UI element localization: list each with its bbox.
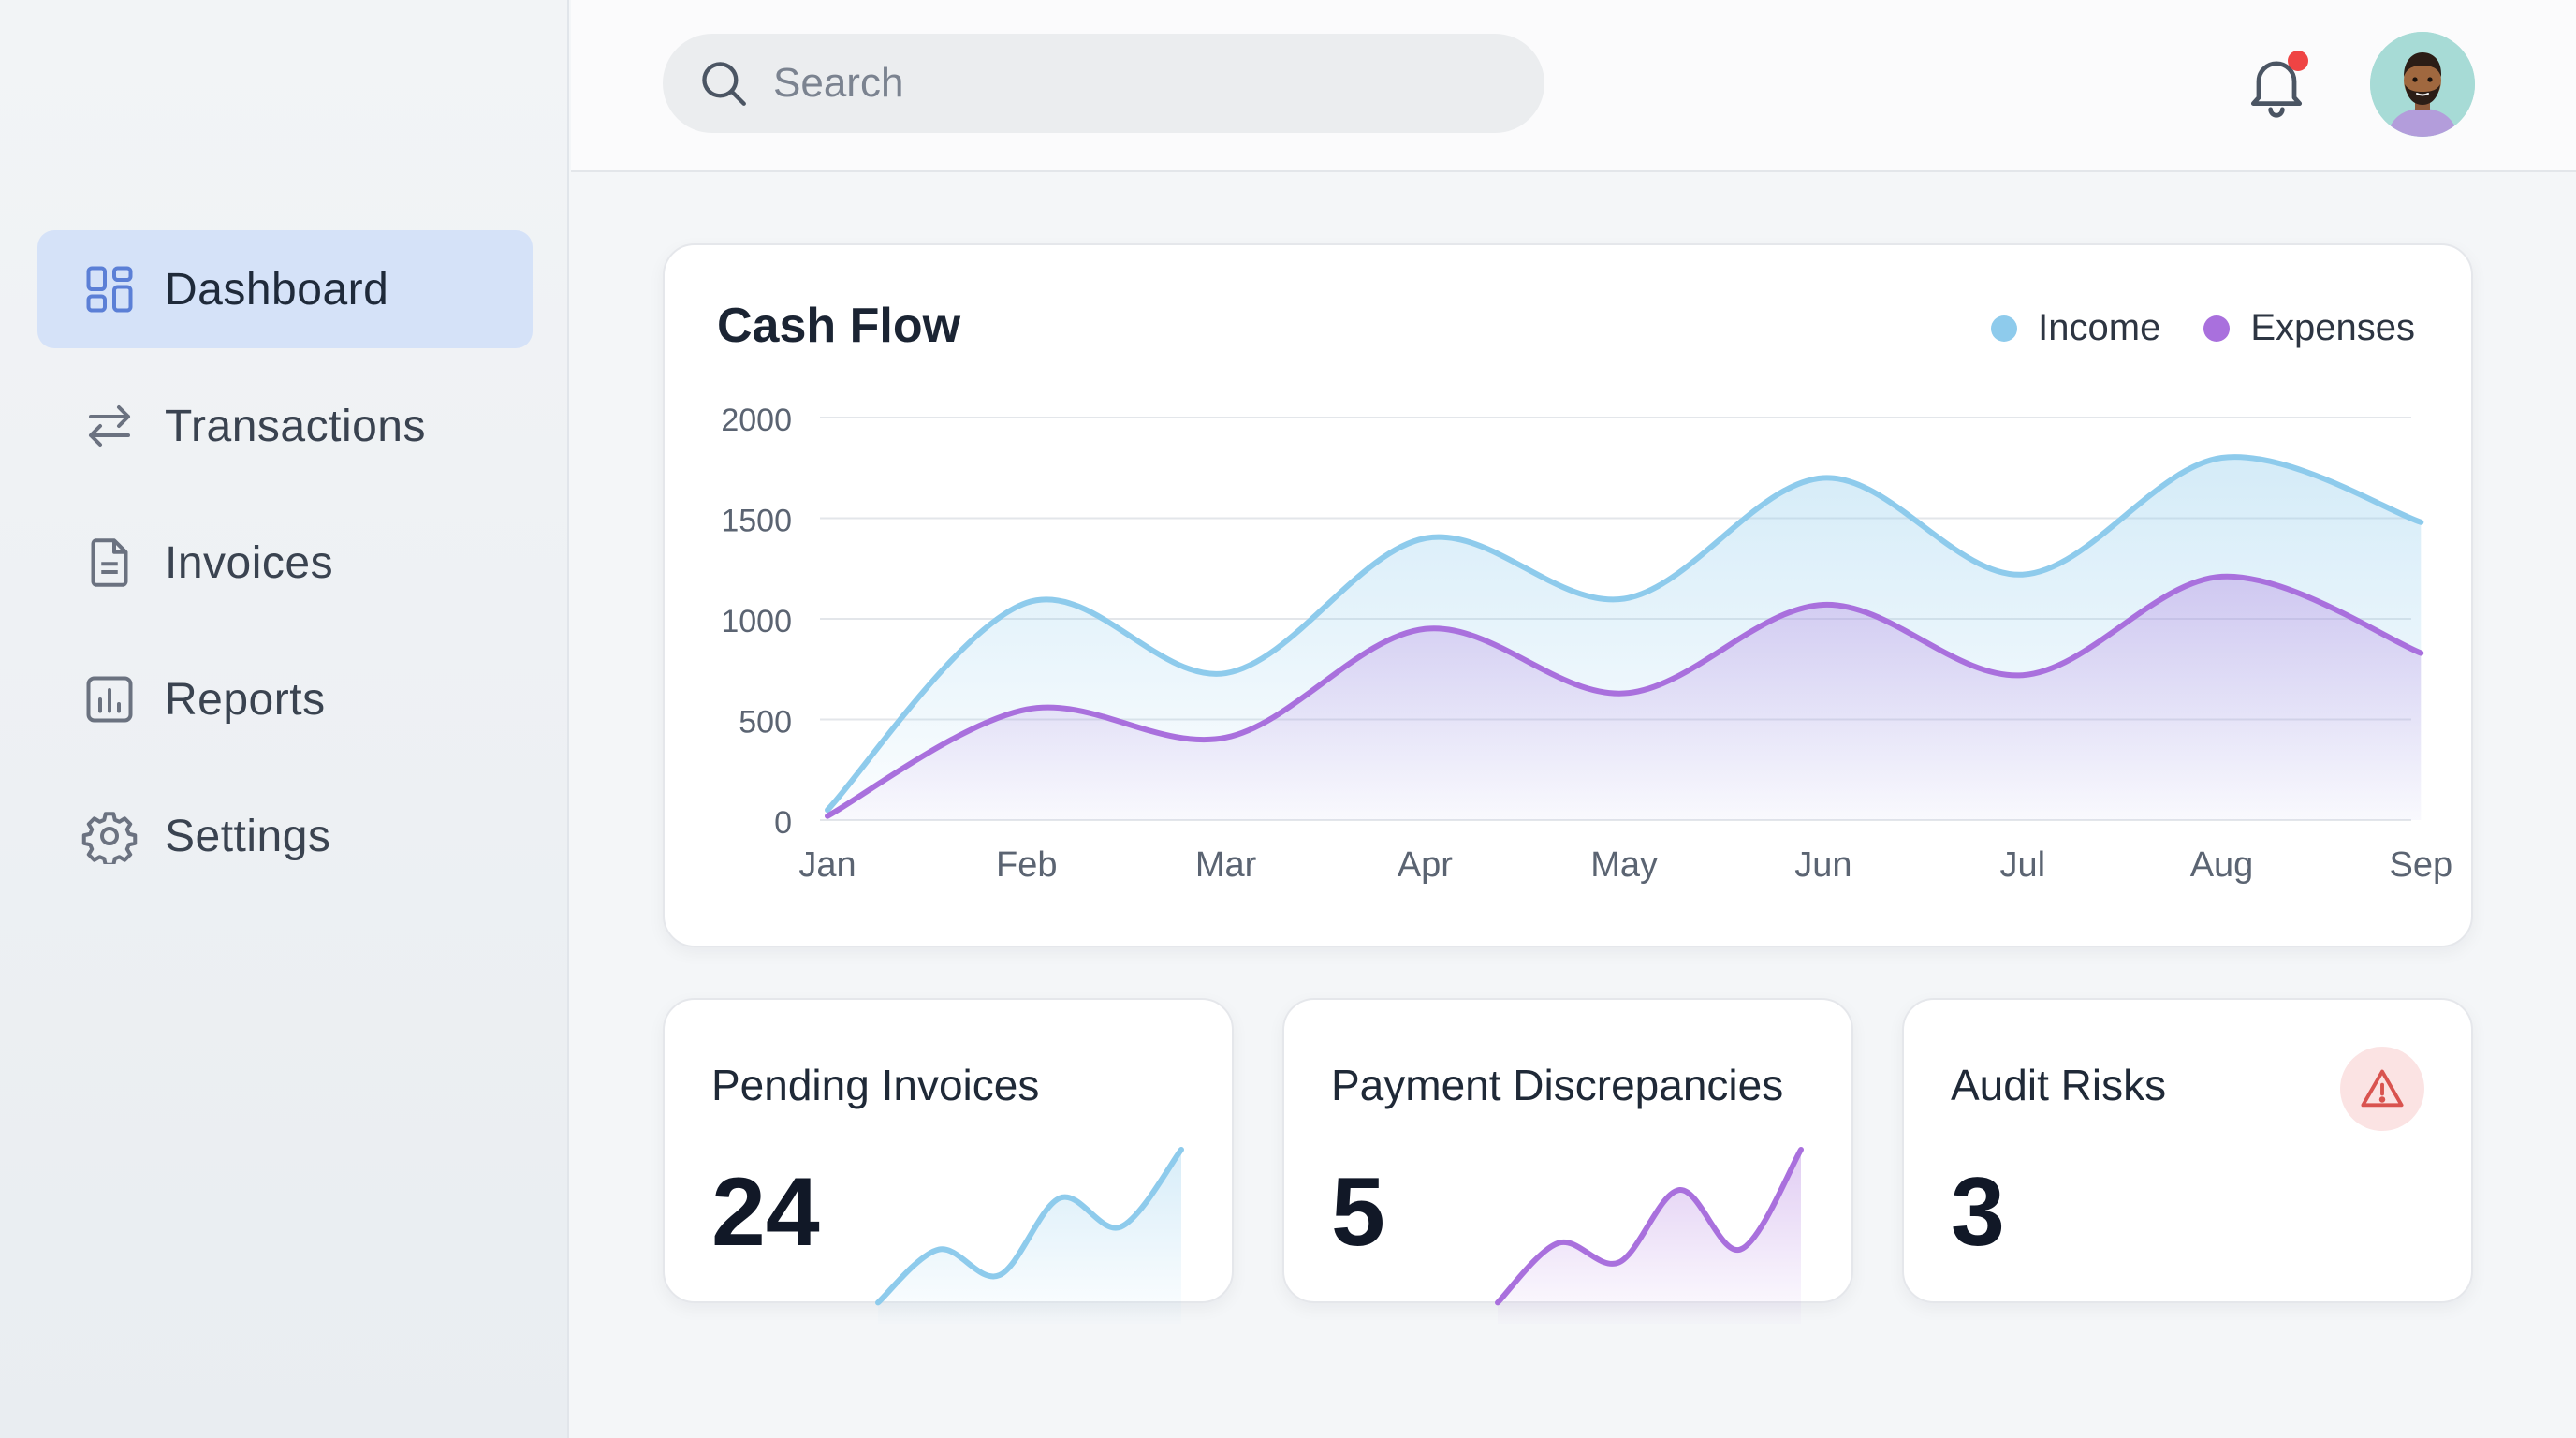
chart-title: Cash Flow: [717, 299, 961, 353]
data-point-income-mar: [1223, 670, 1229, 676]
pending-invoices-card[interactable]: Pending Invoices 24: [663, 998, 1234, 1324]
sidebar-item-invoices[interactable]: Invoices: [37, 504, 533, 622]
x-tick-label: Mar: [1195, 845, 1257, 885]
x-tick-label: Jun: [1794, 845, 1852, 885]
x-tick-label: Apr: [1398, 845, 1453, 885]
sidebar-item-transactions[interactable]: Transactions: [37, 367, 533, 485]
data-point-income-may: [1621, 596, 1627, 602]
bell-icon: [2250, 61, 2303, 118]
sidebar-nav: Dashboard Transactions Invoices: [37, 230, 533, 914]
sparkline-area: [1498, 1150, 1801, 1324]
legend-item-income: Income: [1991, 307, 2160, 349]
warning-badge[interactable]: [2340, 1047, 2424, 1131]
legend-dot-expenses: [2203, 315, 2231, 342]
stat-value: 3: [1951, 1158, 2005, 1267]
top-bar: [571, 0, 2576, 172]
arrows-swap-icon: [80, 397, 139, 455]
stat-value: 5: [1331, 1158, 1385, 1267]
legend-label: Expenses: [2250, 307, 2415, 348]
sidebar-item-reports[interactable]: Reports: [37, 640, 533, 758]
y-tick-label: 500: [739, 705, 792, 741]
stat-value: 24: [711, 1158, 820, 1267]
legend-dot-income: [1991, 315, 2018, 342]
data-point-income-sep: [2418, 520, 2423, 525]
data-point-expenses-apr: [1422, 626, 1427, 632]
avatar[interactable]: [2370, 32, 2475, 137]
data-point-expenses-aug: [2219, 574, 2225, 580]
search-input[interactable]: [773, 60, 1485, 107]
payment-discrepancies-card[interactable]: Payment Discrepancies 5: [1282, 998, 1853, 1324]
audit-risks-card[interactable]: Audit Risks 3: [1902, 998, 2473, 1303]
y-tick-label: 1000: [721, 604, 792, 639]
cash-flow-chart: 0 500 1000 1500 2000 Jan Feb Mar Apr May Jun Jul Aug…: [721, 403, 2452, 885]
stat-label: Payment Discrepancies: [1331, 1061, 1784, 1109]
warning-icon: [2361, 1069, 2404, 1108]
data-point-expenses-jul: [2020, 672, 2026, 678]
stat-label: Pending Invoices: [711, 1061, 1040, 1109]
data-point-income-jul: [2020, 572, 2026, 578]
data-point-income-apr: [1422, 536, 1427, 541]
data-point-income-feb: [1024, 600, 1030, 606]
stat-label: Audit Risks: [1951, 1061, 2167, 1109]
x-tick-label: Aug: [2190, 845, 2254, 885]
document-icon: [80, 534, 139, 592]
y-tick-label: 2000: [721, 403, 792, 438]
x-tick-label: Feb: [996, 845, 1057, 885]
x-tick-label: Jul: [1999, 845, 2045, 885]
gear-icon: [80, 807, 139, 865]
x-tick-label: Sep: [2389, 845, 2452, 885]
x-tick-label: Jan: [798, 845, 856, 885]
sidebar-item-label: Transactions: [165, 401, 426, 451]
data-point-expenses-jun: [1821, 602, 1826, 608]
sidebar-item-label: Settings: [165, 811, 331, 861]
series-line-expenses: [825, 573, 2424, 819]
sparkline-line: [875, 1147, 1184, 1306]
data-point-expenses-jan: [825, 814, 830, 819]
data-point-income-jun: [1821, 476, 1826, 481]
search-bar[interactable]: [663, 34, 1544, 133]
bar-chart-icon: [80, 670, 139, 728]
sidebar-item-dashboard[interactable]: Dashboard: [37, 230, 533, 348]
cash-flow-card: Cash Flow Income Expenses 0 500 1000 1500 20…: [663, 243, 2473, 947]
data-point-expenses-mar: [1223, 735, 1229, 741]
sparkline-line: [1495, 1147, 1804, 1306]
sidebar-item-label: Invoices: [165, 537, 334, 588]
legend-item-expenses: Expenses: [2203, 307, 2415, 349]
data-point-expenses-feb: [1024, 707, 1030, 712]
y-tick-label: 0: [774, 805, 792, 841]
notifications-button[interactable]: [2241, 49, 2312, 120]
notification-badge: [2288, 51, 2308, 71]
search-icon: [702, 62, 746, 106]
x-tick-label: May: [1590, 845, 1658, 885]
pending-invoices-sparkline: [875, 1147, 1184, 1324]
series-area-expenses: [827, 576, 2422, 820]
series-line-income: [825, 454, 2424, 814]
data-point-expenses-sep: [2418, 651, 2423, 656]
payment-discrepancies-sparkline: [1495, 1147, 1804, 1324]
y-tick-label: 1500: [721, 504, 792, 539]
chart-legend: Income Expenses: [1948, 307, 2415, 349]
sidebar: Dashboard Transactions Invoices: [0, 0, 569, 1438]
data-point-expenses-may: [1621, 691, 1627, 697]
sidebar-item-label: Dashboard: [165, 264, 389, 315]
sidebar-item-settings[interactable]: Settings: [37, 777, 533, 895]
sidebar-item-label: Reports: [165, 674, 326, 725]
data-point-income-aug: [2219, 455, 2225, 461]
legend-label: Income: [2038, 307, 2161, 348]
dashboard-icon: [80, 260, 139, 318]
